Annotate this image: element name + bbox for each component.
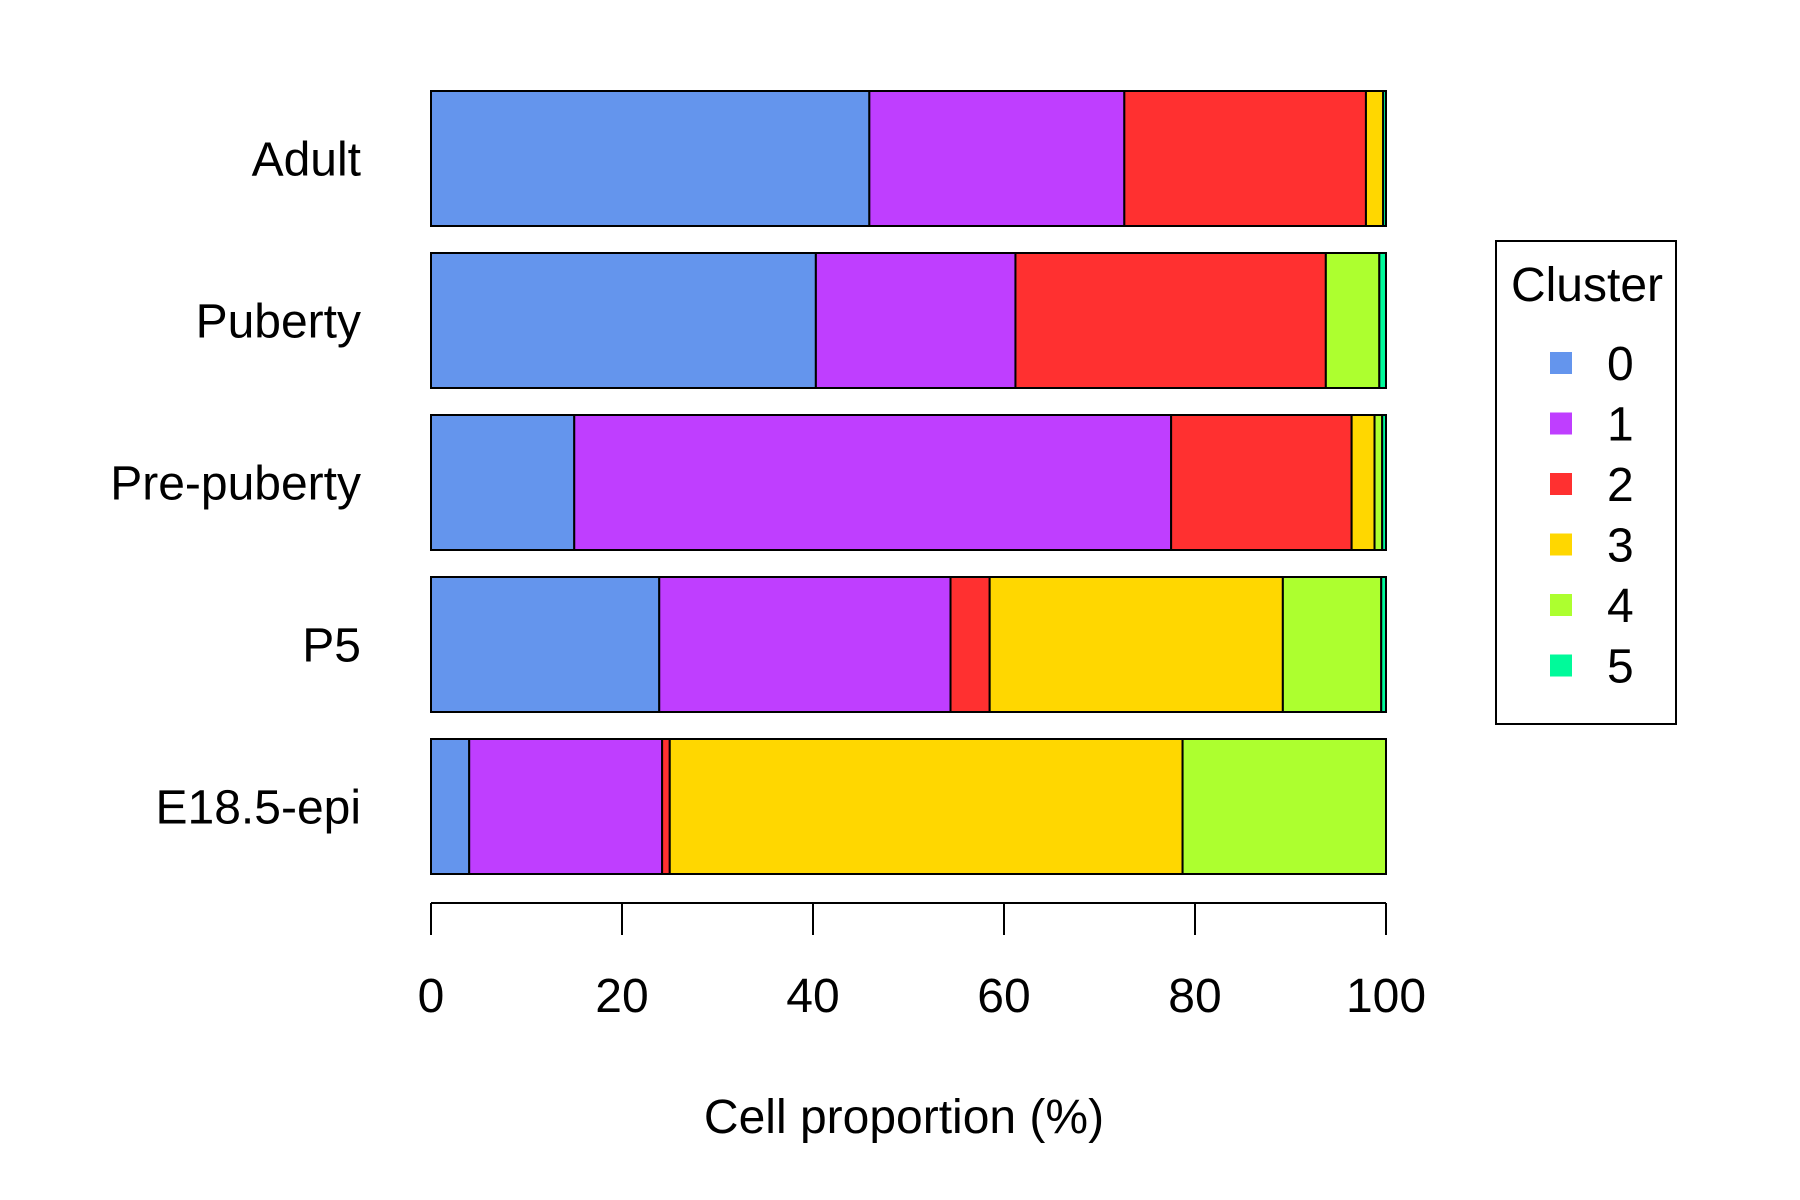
category-label: Pre-puberty <box>110 458 361 511</box>
bar-segment-p5-cluster-0 <box>430 576 661 713</box>
bar-segment-p5-cluster-1 <box>658 576 952 713</box>
category-label: Puberty <box>196 296 361 349</box>
legend-box <box>1495 240 1677 725</box>
bar-segment-pre-puberty-cluster-0 <box>430 414 576 551</box>
bar-segment-e18-5-epi-cluster-0 <box>430 738 471 875</box>
category-label: P5 <box>302 620 361 673</box>
bar-segment-puberty-cluster-0 <box>430 252 817 389</box>
x-tick-label: 0 <box>418 970 445 1023</box>
bar-segment-pre-puberty-cluster-2 <box>1170 414 1353 551</box>
bar-segment-adult-cluster-1 <box>868 90 1126 227</box>
bar-segment-adult-cluster-5 <box>1382 90 1388 227</box>
bar-segment-e18-5-epi-cluster-4 <box>1181 738 1387 875</box>
bar-segment-p5-cluster-2 <box>949 576 991 713</box>
bar-segment-adult-cluster-0 <box>430 90 871 227</box>
bar-segment-p5-cluster-5 <box>1380 576 1387 713</box>
x-axis: 0 20 40 60 80 100 <box>418 902 1426 1023</box>
bar-segment-p5-cluster-3 <box>988 576 1284 713</box>
bar-segment-pre-puberty-cluster-4 <box>1373 414 1384 551</box>
legend-title: Cluster <box>1511 259 1663 312</box>
bar-segment-adult-cluster-2 <box>1123 90 1367 227</box>
bar-segment-p5-cluster-4 <box>1281 576 1383 713</box>
bar-segment-e18-5-epi-cluster-1 <box>468 738 664 875</box>
bar-segment-puberty-cluster-2 <box>1014 252 1327 389</box>
category-label: Adult <box>252 134 361 187</box>
legend-swatch-cluster-0 <box>1550 352 1572 374</box>
x-axis-title: Cell proportion (%) <box>704 1091 1104 1144</box>
legend-swatch-cluster-5 <box>1550 654 1572 677</box>
bars-group <box>430 90 1388 875</box>
bar-segment-adult-cluster-3 <box>1364 90 1385 227</box>
legend-swatch-cluster-3 <box>1550 533 1572 556</box>
legend-swatch-cluster-1 <box>1550 412 1572 435</box>
legend-items: 0 1 2 3 4 5 <box>1550 338 1634 694</box>
x-tick-label: 40 <box>786 970 839 1023</box>
bar-segment-puberty-cluster-5 <box>1378 252 1387 389</box>
legend-label: 3 <box>1607 520 1634 573</box>
legend-swatch-cluster-2 <box>1550 473 1572 495</box>
x-tick-label: 20 <box>595 970 648 1023</box>
bar-segment-e18-5-epi-cluster-3 <box>668 738 1184 875</box>
bar-segment-pre-puberty-cluster-1 <box>573 414 1173 551</box>
legend-label: 2 <box>1607 459 1634 512</box>
x-tick-label: 60 <box>977 970 1030 1023</box>
bar-segment-puberty-cluster-1 <box>814 252 1017 389</box>
bar-segment-puberty-cluster-4 <box>1324 252 1381 389</box>
legend: Cluster 0 1 2 3 4 5 <box>1495 240 1677 725</box>
legend-label: 4 <box>1607 580 1634 633</box>
legend-label: 0 <box>1607 338 1634 391</box>
category-labels: Adult Puberty Pre-puberty P5 E18.5-epi <box>110 134 361 835</box>
bar-segment-pre-puberty-cluster-5 <box>1381 414 1388 551</box>
bar-segment-e18-5-epi-cluster-2 <box>661 738 671 875</box>
legend-swatch-cluster-4 <box>1550 594 1572 616</box>
legend-label: 1 <box>1607 399 1634 452</box>
legend-label: 5 <box>1607 641 1634 694</box>
x-tick-label: 100 <box>1346 970 1426 1023</box>
x-tick-label: 80 <box>1168 970 1221 1023</box>
bar-segment-pre-puberty-cluster-3 <box>1350 414 1376 551</box>
category-label: E18.5-epi <box>156 782 361 835</box>
